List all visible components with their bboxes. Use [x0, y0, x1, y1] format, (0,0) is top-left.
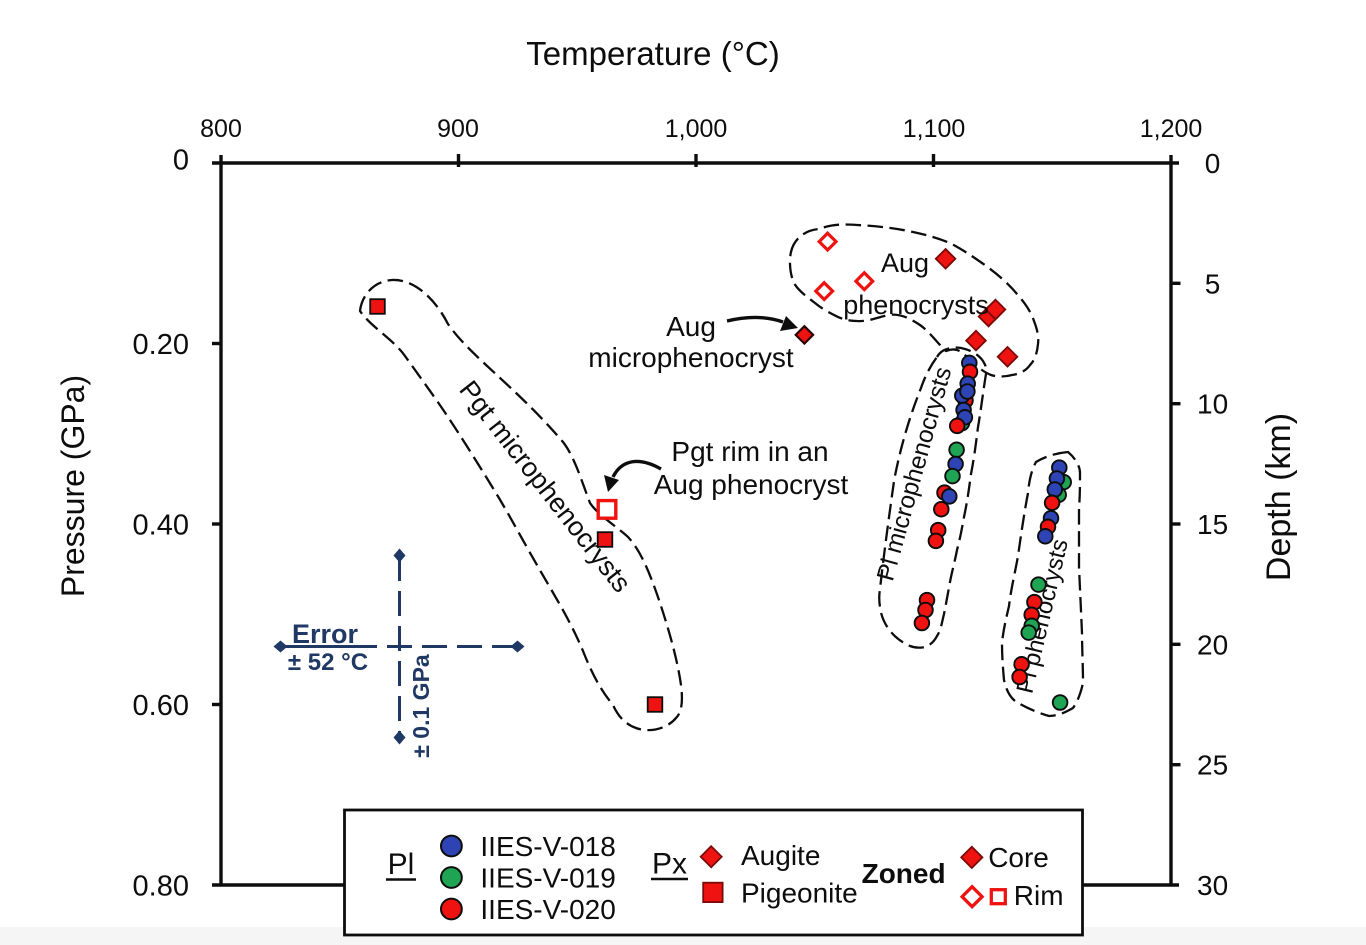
svg-text:30: 30	[1197, 870, 1228, 901]
svg-text:0.60: 0.60	[133, 690, 189, 722]
svg-text:Error: Error	[292, 619, 359, 649]
svg-text:± 0.1 GPa: ± 0.1 GPa	[408, 654, 434, 758]
svg-text:Pl: Pl	[388, 848, 415, 881]
svg-text:0.20: 0.20	[133, 329, 189, 361]
svg-text:25: 25	[1197, 750, 1228, 781]
svg-text:10: 10	[1197, 389, 1228, 420]
svg-text:Temperature (°C): Temperature (°C)	[526, 35, 779, 72]
svg-text:900: 900	[437, 115, 479, 143]
svg-text:0: 0	[1205, 148, 1221, 179]
svg-text:20: 20	[1197, 629, 1228, 660]
svg-text:Pressure (GPa): Pressure (GPa)	[55, 375, 91, 597]
svg-text:Pigeonite: Pigeonite	[741, 877, 858, 908]
svg-text:Px: Px	[652, 848, 687, 881]
svg-text:0.40: 0.40	[133, 510, 189, 542]
svg-text:IIES-V-020: IIES-V-020	[480, 894, 615, 925]
svg-text:IIES-V-019: IIES-V-019	[480, 863, 615, 894]
svg-text:Aug: Aug	[666, 311, 716, 342]
svg-text:1,000: 1,000	[665, 115, 728, 143]
svg-text:microphenocryst: microphenocryst	[588, 342, 794, 373]
svg-text:IIES-V-018: IIES-V-018	[480, 831, 615, 862]
svg-text:0: 0	[173, 145, 189, 177]
svg-text:Aug: Aug	[881, 248, 929, 278]
svg-text:Aug phenocryst: Aug phenocryst	[654, 469, 849, 500]
svg-text:1,100: 1,100	[903, 115, 966, 143]
svg-text:± 52 °C: ± 52 °C	[288, 649, 368, 676]
svg-text:800: 800	[200, 115, 242, 143]
svg-text:1,200: 1,200	[1140, 115, 1203, 143]
svg-text:Zoned: Zoned	[862, 858, 946, 889]
svg-text:Rim: Rim	[1014, 880, 1064, 911]
svg-text:5: 5	[1205, 268, 1221, 299]
svg-text:15: 15	[1197, 509, 1228, 540]
svg-text:Core: Core	[988, 842, 1049, 873]
svg-text:0.80: 0.80	[133, 871, 189, 903]
svg-text:Pgt rim in an: Pgt rim in an	[671, 436, 828, 467]
svg-text:Depth (km): Depth (km)	[1260, 413, 1298, 581]
svg-text:Augite: Augite	[741, 840, 820, 871]
svg-text:phenocrysts: phenocrysts	[843, 290, 989, 320]
